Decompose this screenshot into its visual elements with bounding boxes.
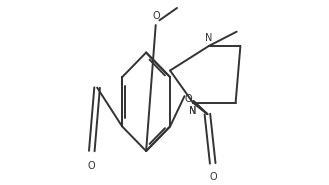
Text: O: O: [153, 11, 161, 21]
Text: N: N: [189, 106, 197, 116]
Text: N: N: [189, 106, 197, 116]
Text: O: O: [210, 172, 217, 182]
Text: N: N: [205, 33, 213, 43]
Text: O: O: [88, 161, 95, 171]
Text: O: O: [185, 94, 192, 104]
